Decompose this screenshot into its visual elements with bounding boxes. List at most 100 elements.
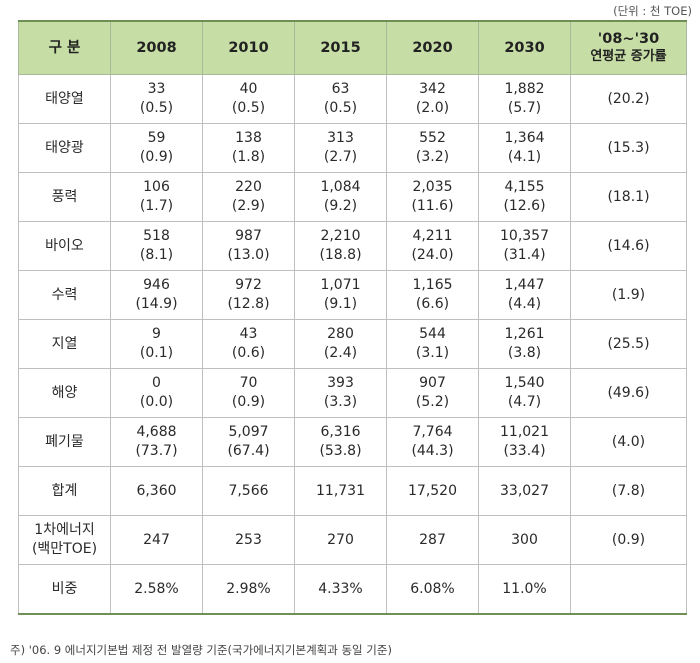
data-cell: 7,566 — [202, 466, 295, 516]
row-label-cell: 1차에너지 (백만TOE) — [18, 515, 111, 565]
cell-value: 17,520 — [408, 482, 457, 499]
row-label: 폐기물 — [45, 433, 84, 450]
cell-share: (3.2) — [415, 149, 450, 165]
header-growth-period: '08~'30 — [597, 31, 660, 47]
header-year: 2008 — [110, 20, 203, 75]
cell-value: 4,211 — [412, 228, 453, 244]
row-label: 비중 — [51, 580, 78, 597]
growth-cell: (7.8) — [570, 466, 687, 516]
cell-share: (13.0) — [227, 247, 270, 263]
header-growth-label: 연평균 증가률 — [590, 49, 667, 64]
data-cell: 4,155 (12.6) — [478, 172, 571, 222]
cell-share: (0.6) — [231, 345, 266, 361]
data-cell: 6,316 (53.8) — [294, 417, 387, 467]
data-cell: 11,021 (33.4) — [478, 417, 571, 467]
data-cell: 1,261 (3.8) — [478, 319, 571, 369]
growth-cell — [570, 564, 687, 615]
data-cell: 342 (2.0) — [386, 74, 479, 124]
row-label: 바이오 — [45, 237, 84, 254]
cell-share: (0.9) — [231, 394, 266, 410]
data-cell: 0 (0.0) — [110, 368, 203, 418]
data-cell: 907 (5.2) — [386, 368, 479, 418]
data-cell: 1,540 (4.7) — [478, 368, 571, 418]
row-label-cell: 비중 — [18, 564, 111, 615]
data-cell: 4,211 (24.0) — [386, 221, 479, 271]
row-label: 1차에너지 — [34, 522, 95, 538]
cell-share: (0.1) — [139, 345, 174, 361]
cell-value: 6,316 — [320, 424, 361, 440]
row-label-cell: 지열 — [18, 319, 111, 369]
table-row: 태양열 33 (0.5) 40 (0.5) 63 (0.5) 342 (2.0) 1,882 (5.… — [18, 74, 687, 124]
data-cell: 1,447 (4.4) — [478, 270, 571, 320]
header-growth: '08~'30 연평균 증가률 — [570, 20, 687, 75]
cell-share: (2.4) — [323, 345, 358, 361]
ratio-row: 비중 2.58% 2.98% 4.33% 6.08% 11.0% — [18, 564, 687, 615]
header-category: 구 분 — [18, 20, 111, 75]
row-label-cell: 폐기물 — [18, 417, 111, 467]
cell-share: (0.5) — [139, 100, 174, 116]
cell-share: (31.4) — [503, 247, 546, 263]
data-cell: 11.0% — [478, 564, 571, 615]
cell-value: 2,035 — [412, 179, 453, 195]
cell-share: (1.7) — [139, 198, 174, 214]
header-row: 구 분 2008 2010 2015 2020 2030 '08~'30 연평균… — [18, 20, 687, 75]
row-label-cell: 합계 — [18, 466, 111, 516]
cell-value: 33,027 — [500, 482, 549, 499]
cell-value: 280 — [327, 326, 354, 342]
row-label-unit: (백만TOE) — [31, 541, 98, 557]
cell-share: (0.5) — [323, 100, 358, 116]
header-year: 2010 — [202, 20, 295, 75]
data-cell: 17,520 — [386, 466, 479, 516]
cell-share: (9.1) — [323, 296, 358, 312]
data-cell: 972 (12.8) — [202, 270, 295, 320]
table-row: 해양 0 (0.0) 70 (0.9) 393 (3.3) 907 (5.2) 1,540 (4.7… — [18, 368, 687, 418]
unit-note: (단위 : 천 TOE) — [613, 4, 692, 18]
growth-cell: (20.2) — [570, 74, 687, 124]
data-cell: 220 (2.9) — [202, 172, 295, 222]
data-cell: 4.33% — [294, 564, 387, 615]
data-cell: 270 — [294, 515, 387, 565]
data-cell: 946 (14.9) — [110, 270, 203, 320]
cell-value: 552 — [419, 130, 446, 146]
data-cell: 70 (0.9) — [202, 368, 295, 418]
data-cell: 5,097 (67.4) — [202, 417, 295, 467]
growth-value: (49.6) — [607, 384, 650, 401]
data-cell: 7,764 (44.3) — [386, 417, 479, 467]
data-cell: 1,882 (5.7) — [478, 74, 571, 124]
cell-value: 40 — [239, 81, 258, 97]
data-cell: 393 (3.3) — [294, 368, 387, 418]
cell-value: 1,084 — [320, 179, 361, 195]
data-cell: 106 (1.7) — [110, 172, 203, 222]
cell-value: 4,155 — [504, 179, 545, 195]
cell-value: 2.98% — [226, 580, 271, 597]
cell-value: 11,731 — [316, 482, 365, 499]
cell-value: 2.58% — [134, 580, 179, 597]
cell-share: (33.4) — [503, 443, 546, 459]
cell-share: (6.6) — [415, 296, 450, 312]
cell-value: 300 — [511, 531, 538, 548]
row-label: 태양열 — [45, 90, 84, 107]
cell-value: 987 — [235, 228, 262, 244]
growth-cell: (18.1) — [570, 172, 687, 222]
cell-share: (0.5) — [231, 100, 266, 116]
table-row: 지열 9 (0.1) 43 (0.6) 280 (2.4) 544 (3.1) 1,261 (3.8… — [18, 319, 687, 369]
growth-value: (15.3) — [607, 139, 650, 156]
cell-share: (44.3) — [411, 443, 454, 459]
data-cell: 253 — [202, 515, 295, 565]
cell-value: 9 — [152, 326, 161, 342]
cell-value: 518 — [143, 228, 170, 244]
cell-value: 1,165 — [412, 277, 453, 293]
cell-value: 2,210 — [320, 228, 361, 244]
cell-value: 4,688 — [136, 424, 177, 440]
cell-value: 6.08% — [410, 580, 455, 597]
growth-cell: (14.6) — [570, 221, 687, 271]
cell-value: 972 — [235, 277, 262, 293]
row-label-cell: 태양열 — [18, 74, 111, 124]
data-cell: 63 (0.5) — [294, 74, 387, 124]
data-cell: 6,360 — [110, 466, 203, 516]
cell-share: (12.6) — [503, 198, 546, 214]
cell-share: (12.8) — [227, 296, 270, 312]
row-label-cell: 수력 — [18, 270, 111, 320]
cell-share: (3.3) — [323, 394, 358, 410]
cell-value: 393 — [327, 375, 354, 391]
